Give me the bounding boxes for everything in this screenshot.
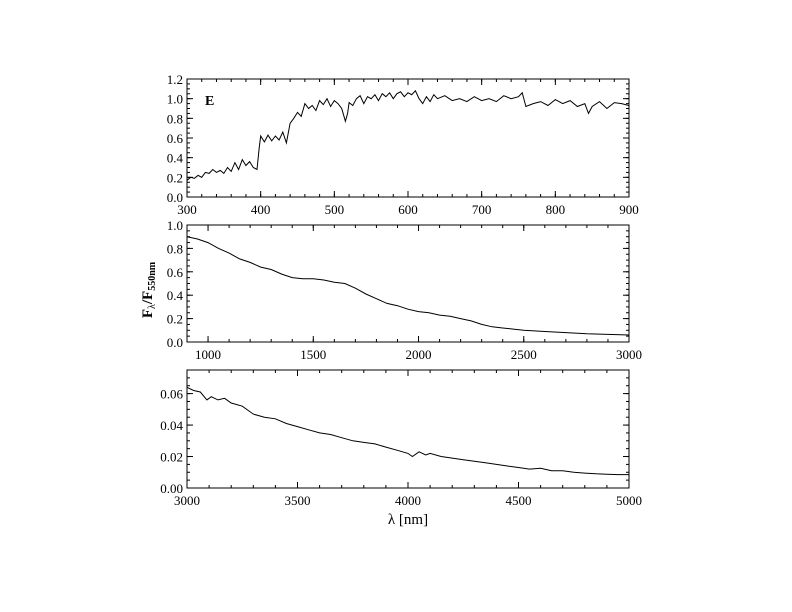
- x-tick-label: 700: [472, 202, 492, 217]
- x-tick-label: 400: [251, 202, 271, 217]
- y-axis-title: Fλ/F550nm: [140, 261, 158, 318]
- x-tick-label: 1500: [300, 347, 326, 362]
- plot-frame: [186, 224, 630, 343]
- y-tick-label: 1.0: [167, 92, 183, 107]
- x-tick-label: 500: [325, 202, 345, 217]
- y-axis-title-sub2: 550nm: [147, 261, 158, 291]
- y-tick-label: 0.2: [167, 312, 183, 327]
- y-axis-title-sub1: λ: [147, 304, 158, 309]
- y-tick-label: 0.8: [167, 111, 183, 126]
- y-tick-label: 0.8: [167, 241, 183, 256]
- y-tick-label: 0.4: [167, 151, 184, 166]
- y-tick-label: 1.2: [167, 72, 183, 87]
- y-axis-title-mid: /F: [140, 291, 156, 305]
- y-tick-label: 0.2: [167, 170, 183, 185]
- y-tick-label: 1.0: [167, 218, 183, 233]
- panel-top: 300 400 500 600 700 800 900 0.0 0.2 0.4 0.6 0.8 1.0 1…: [167, 72, 639, 217]
- panel-middle: 1000 1500 2000 2500 3000 0.0 0.2 0.4 0.6 0.8 1.0: [167, 218, 642, 362]
- plot-frame: [186, 78, 630, 198]
- x-tick-label: 3000: [174, 493, 200, 508]
- y-axis-title-main: F: [140, 309, 156, 318]
- spectrum-line: [186, 89, 630, 181]
- y-tick-label: 0.0: [167, 335, 183, 350]
- x-tick-label: 3000: [616, 347, 642, 362]
- y-tick-label: 0.4: [167, 288, 184, 303]
- x-tick-label: 3500: [285, 493, 311, 508]
- x-tick-label: 4500: [506, 493, 532, 508]
- panel-bottom: 3000 3500 4000 4500 5000 0.00 0.02 0.04 0.06: [160, 369, 642, 508]
- y-tick-label: 0.04: [160, 418, 183, 433]
- y-tick-label: 0.06: [160, 387, 183, 402]
- spectrum-line: [186, 236, 630, 336]
- y-tick-label: 0.0: [167, 190, 183, 205]
- y-tick-label: 0.02: [160, 450, 183, 465]
- x-tick-label: 900: [619, 202, 639, 217]
- x-tick-label: 2000: [406, 347, 432, 362]
- panel-label: E: [205, 94, 214, 109]
- x-tick-label: 5000: [616, 493, 642, 508]
- x-axis-title: λ [nm]: [388, 512, 428, 528]
- y-tick-label: 0.6: [167, 131, 184, 146]
- x-tick-label: 2500: [511, 347, 537, 362]
- x-tick-label: 1000: [195, 347, 221, 362]
- x-tick-label: 800: [546, 202, 566, 217]
- spectrum-line: [186, 386, 629, 476]
- x-tick-label: 4000: [395, 493, 421, 508]
- x-tick-label: 600: [398, 202, 418, 217]
- y-tick-label: 0.00: [160, 481, 183, 496]
- x-tick-label: 300: [177, 202, 197, 217]
- y-tick-label: 0.6: [167, 265, 184, 280]
